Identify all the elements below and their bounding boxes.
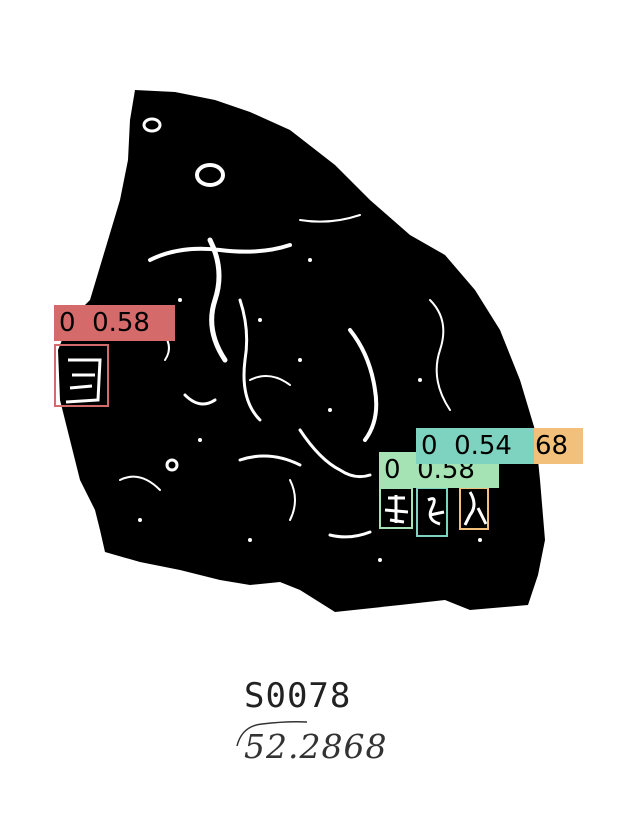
detection-label-4: 68	[531, 428, 583, 464]
handwritten-flourish	[236, 721, 308, 747]
detection-box-4	[459, 487, 489, 530]
detection-label-1: 0 0.58	[54, 305, 175, 341]
glyph-marks	[65, 358, 488, 526]
dot-mark	[165, 458, 179, 472]
detection-label-3: 0 0.54	[416, 428, 534, 464]
fragment-body	[58, 90, 545, 612]
detection-box-1	[54, 344, 109, 407]
ring-mark-left	[142, 117, 162, 133]
ring-mark-top	[195, 163, 225, 187]
detection-box-2	[379, 487, 413, 529]
catalog-reference: 52.2868	[244, 727, 388, 766]
catalog-id: S0078	[244, 676, 352, 716]
detection-box-3	[416, 487, 448, 537]
